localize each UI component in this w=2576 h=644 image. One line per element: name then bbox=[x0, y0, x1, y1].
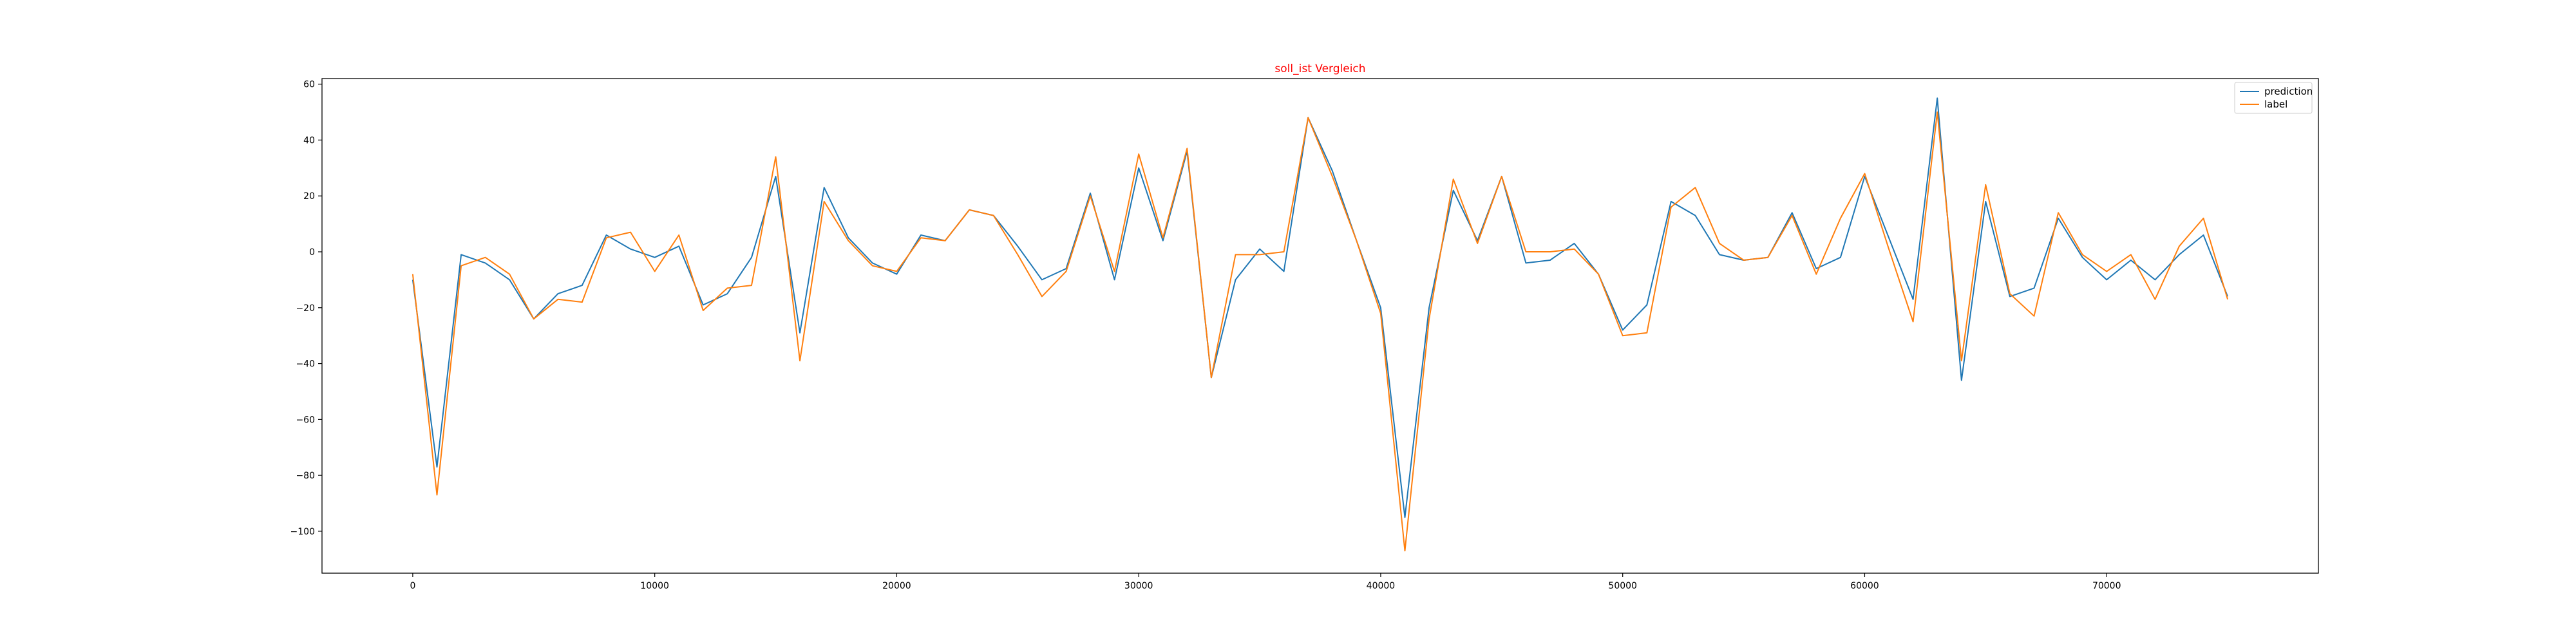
legend: prediction label bbox=[2234, 82, 2313, 114]
y-tick-label: −40 bbox=[296, 359, 315, 370]
x-tick-label: 30000 bbox=[1124, 581, 1153, 591]
x-tick-label: 10000 bbox=[640, 581, 669, 591]
y-tick-label: −80 bbox=[296, 471, 315, 481]
x-tick-label: 70000 bbox=[2092, 581, 2121, 591]
chart-title: soll_ist Vergleich bbox=[1274, 62, 1365, 75]
y-tick-label: 20 bbox=[303, 191, 315, 202]
legend-box bbox=[2234, 82, 2313, 114]
y-tick-label: −100 bbox=[290, 527, 315, 537]
y-tick-label: −60 bbox=[296, 415, 315, 425]
y-tick-label: 60 bbox=[303, 80, 315, 90]
y-tick-label: −20 bbox=[296, 303, 315, 314]
series-line-label bbox=[412, 111, 2229, 552]
legend-label-label: label bbox=[2264, 99, 2287, 110]
x-tick-label: 0 bbox=[410, 581, 415, 591]
series-line-prediction bbox=[412, 97, 2229, 518]
legend-label-prediction: prediction bbox=[2264, 86, 2313, 97]
y-tick-label: 0 bbox=[309, 247, 315, 258]
y-tick-label: 40 bbox=[303, 135, 315, 146]
series-lines bbox=[412, 97, 2229, 552]
plot-frame bbox=[321, 78, 2319, 574]
x-tick-label: 50000 bbox=[1608, 581, 1637, 591]
axes: 0 10000 20000 30000 40000 50000 60000 70000 −100… bbox=[290, 80, 2121, 591]
x-tick-label: 40000 bbox=[1367, 581, 1396, 591]
axes-frame bbox=[321, 78, 2319, 574]
x-tick-label: 20000 bbox=[882, 581, 911, 591]
x-tick-label: 60000 bbox=[1850, 581, 1879, 591]
